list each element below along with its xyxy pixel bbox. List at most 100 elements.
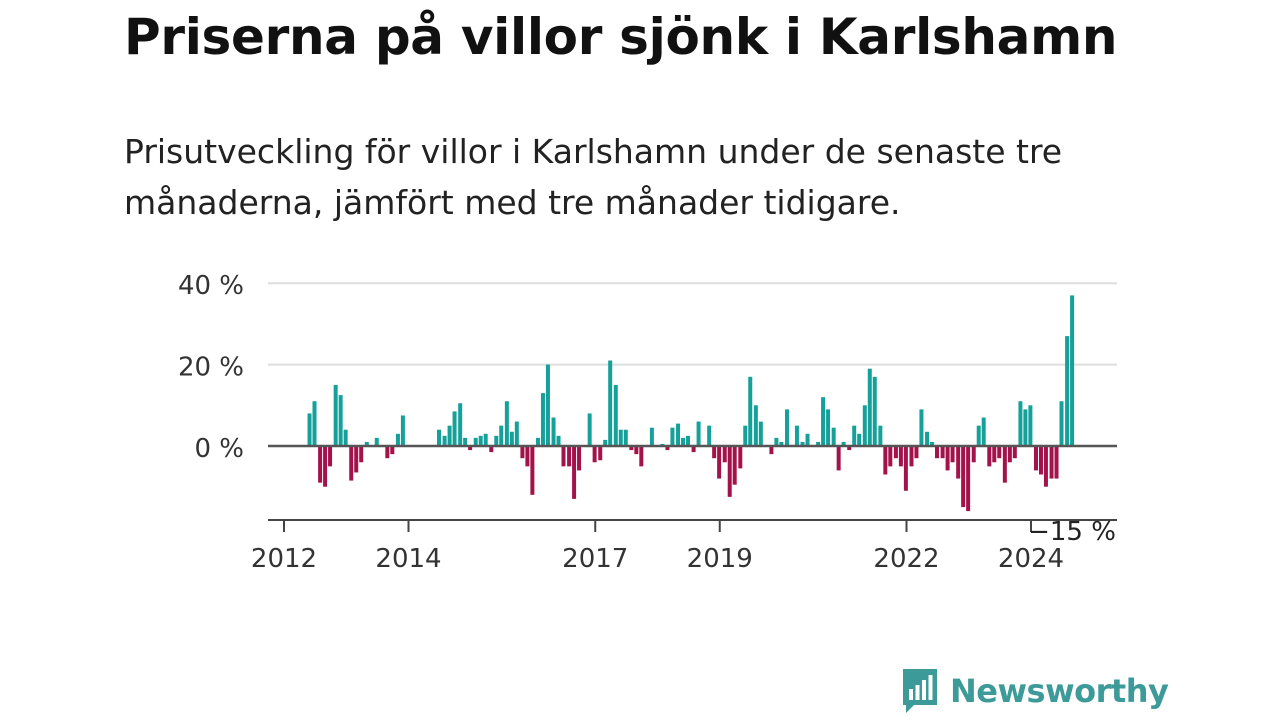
bar bbox=[634, 446, 639, 455]
bar bbox=[805, 433, 810, 446]
bar bbox=[857, 433, 862, 446]
x-tick-label: 2024 bbox=[998, 544, 1064, 574]
y-tick-label: 40 % bbox=[178, 271, 244, 301]
bar bbox=[732, 446, 737, 485]
bar bbox=[499, 425, 504, 446]
bar bbox=[608, 360, 613, 446]
newsworthy-bar-logo-icon bbox=[903, 669, 937, 713]
bar bbox=[893, 446, 898, 459]
bar bbox=[452, 411, 457, 446]
bar bbox=[561, 446, 566, 467]
bar bbox=[447, 425, 452, 446]
bar bbox=[1065, 336, 1070, 446]
bar bbox=[385, 446, 390, 459]
bar bbox=[613, 384, 618, 446]
bar bbox=[1070, 295, 1075, 446]
bar bbox=[545, 364, 550, 446]
bar bbox=[1002, 446, 1007, 483]
bar bbox=[841, 441, 846, 446]
bar bbox=[758, 421, 763, 446]
bar bbox=[567, 446, 572, 467]
bar bbox=[888, 446, 893, 467]
bar bbox=[333, 384, 338, 446]
bar bbox=[374, 437, 379, 446]
bar bbox=[509, 431, 514, 446]
bar bbox=[816, 441, 821, 446]
bar bbox=[847, 446, 852, 451]
bar bbox=[862, 405, 867, 446]
bar bbox=[494, 435, 499, 446]
bar bbox=[1049, 446, 1054, 479]
bar bbox=[665, 446, 670, 451]
bar bbox=[535, 437, 540, 446]
bar bbox=[919, 409, 924, 446]
chart-subtitle: Prisutveckling för villor i Karlshamn un… bbox=[124, 132, 1063, 222]
bar bbox=[618, 429, 623, 446]
bar bbox=[307, 413, 312, 446]
bar bbox=[717, 446, 722, 479]
bar bbox=[997, 446, 1002, 459]
bar bbox=[556, 435, 561, 446]
bar bbox=[598, 446, 603, 461]
bar bbox=[753, 405, 758, 446]
bar bbox=[639, 446, 644, 467]
x-tick-label: 2012 bbox=[251, 544, 317, 574]
x-tick-label: 2014 bbox=[375, 544, 441, 574]
bar bbox=[950, 446, 955, 463]
bar bbox=[956, 446, 961, 479]
bar bbox=[987, 446, 992, 467]
bar bbox=[504, 401, 509, 446]
bar bbox=[878, 425, 883, 446]
bar bbox=[395, 433, 400, 446]
bar bbox=[867, 368, 872, 446]
bar bbox=[1007, 446, 1012, 463]
labels: 40 % 20 % 0 % 2012 2014 2017 2019 2022 2024−15 % bbox=[178, 271, 1116, 574]
bar bbox=[903, 446, 908, 491]
bar bbox=[489, 446, 494, 453]
y-tick-label: 0 % bbox=[194, 434, 244, 464]
bar bbox=[328, 446, 333, 467]
bar bbox=[738, 446, 743, 469]
bar bbox=[691, 446, 696, 453]
bar bbox=[727, 446, 732, 497]
bar bbox=[940, 446, 945, 459]
bars bbox=[307, 295, 1075, 512]
bar bbox=[981, 417, 986, 446]
bar bbox=[992, 446, 997, 463]
bar bbox=[836, 446, 841, 471]
bar bbox=[712, 446, 717, 459]
bar bbox=[359, 446, 364, 463]
bar bbox=[779, 441, 784, 446]
bar bbox=[468, 446, 473, 451]
bar bbox=[707, 425, 712, 446]
bar bbox=[748, 376, 753, 446]
bar bbox=[1012, 446, 1017, 459]
bar bbox=[1038, 446, 1043, 475]
bar bbox=[478, 435, 483, 446]
bar bbox=[821, 397, 826, 446]
chart-title: Priserna på villor sjönk i Karlshamn bbox=[124, 8, 1118, 66]
bar bbox=[312, 401, 317, 446]
bar bbox=[794, 425, 799, 446]
bar bbox=[1054, 446, 1059, 479]
bar bbox=[935, 446, 940, 459]
bar bbox=[442, 435, 447, 446]
bar bbox=[603, 439, 608, 446]
bar bbox=[1033, 446, 1038, 471]
bar bbox=[400, 415, 405, 446]
bar bbox=[800, 441, 805, 446]
bar bbox=[364, 441, 369, 446]
axes bbox=[268, 444, 1117, 532]
bar bbox=[551, 417, 556, 446]
bar bbox=[318, 446, 323, 483]
bar bbox=[826, 409, 831, 446]
gridlines bbox=[268, 282, 1117, 366]
bar bbox=[925, 431, 930, 446]
bar bbox=[629, 446, 634, 451]
bar bbox=[540, 393, 545, 446]
bar bbox=[774, 437, 779, 446]
x-tick-label: 2022 bbox=[873, 544, 939, 574]
latest-value-annotation: −15 % bbox=[1028, 517, 1116, 547]
bar bbox=[587, 413, 592, 446]
bar bbox=[1059, 401, 1064, 446]
